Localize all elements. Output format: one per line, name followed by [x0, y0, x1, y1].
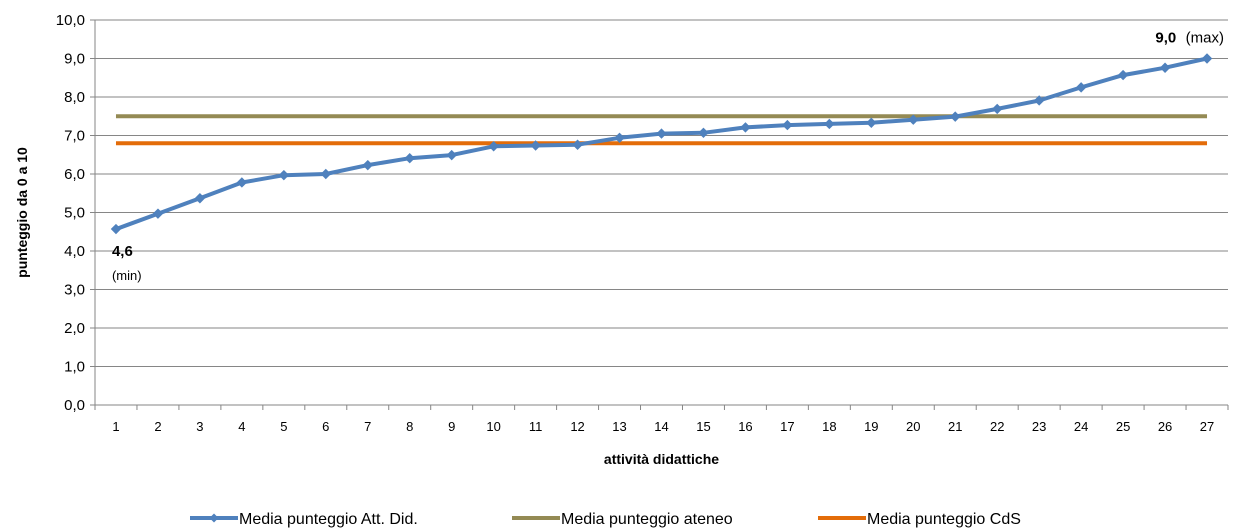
x-tick-label: 7 [364, 419, 371, 434]
x-axis-ticks: 1 2 3 4 5 6 7 8 9 10 11 12 13 14 15 16 17 18 19 20 21 22 23 24 2… [112, 419, 1214, 434]
y-tick-label: 1,0 [64, 359, 85, 376]
data-point [278, 169, 290, 181]
x-tick-label: 26 [1158, 419, 1172, 434]
data-point [740, 122, 751, 133]
x-tick-label: 24 [1074, 419, 1088, 434]
data-point [152, 208, 164, 219]
data-point [1033, 95, 1045, 106]
legend-label: Media punteggio ateneo [561, 511, 733, 528]
y-tick-label: 10,0 [56, 12, 85, 29]
x-tick-label: 18 [822, 419, 836, 434]
y-tick-label: 2,0 [64, 320, 85, 337]
y-axis-title: punteggio da 0 a 10 [14, 147, 30, 278]
data-point [656, 128, 667, 139]
data-point [362, 159, 373, 171]
data-point [236, 177, 248, 188]
data-point [1117, 69, 1129, 81]
y-tick-label: 6,0 [64, 166, 85, 183]
x-tick-label: 3 [196, 419, 203, 434]
data-point [950, 111, 961, 122]
min-value-label: 4,6 [112, 243, 133, 260]
data-point [908, 114, 919, 125]
legend: Media punteggio Att. Did. Media punteggio… [190, 511, 1021, 528]
x-tick-label: 10 [486, 419, 500, 434]
x-tick-label: 20 [906, 419, 920, 434]
data-point [614, 132, 625, 144]
data-point [110, 223, 122, 235]
x-tick-label: 15 [696, 419, 710, 434]
grid-lines [95, 19, 1228, 367]
data-point [194, 193, 206, 204]
x-axis-title: attività didattiche [604, 451, 719, 467]
data-point [1159, 62, 1171, 73]
x-tick-label: 13 [612, 419, 626, 434]
max-label: 9,0 (max) [1155, 30, 1224, 47]
y-tick-label: 3,0 [64, 282, 85, 299]
y-tick-label: 0,0 [64, 397, 85, 414]
x-tick-label: 9 [448, 419, 455, 434]
x-tick-label: 16 [738, 419, 752, 434]
annotations: 4,6 (min) 9,0 (max) [112, 30, 1224, 284]
y-tick-label: 4,0 [64, 243, 85, 260]
data-point [530, 140, 541, 151]
legend-label: Media punteggio CdS [867, 511, 1021, 528]
x-tick-label: 1 [112, 419, 119, 434]
data-point [866, 117, 877, 129]
legend-marker [209, 513, 219, 523]
x-tick-label: 21 [948, 419, 962, 434]
axes [90, 19, 1229, 410]
max-value-label: 9,0 [1155, 30, 1176, 47]
x-tick-label: 22 [990, 419, 1004, 434]
data-point [1075, 82, 1087, 93]
data-point [698, 127, 709, 139]
data-point [488, 141, 499, 152]
x-tick-label: 17 [780, 419, 794, 434]
x-tick-label: 23 [1032, 419, 1046, 434]
data-point [320, 168, 332, 180]
series [110, 53, 1213, 235]
max-note-label: (max) [1186, 30, 1224, 47]
data-point [824, 118, 835, 130]
x-tick-label: 27 [1200, 419, 1214, 434]
x-tick-label: 19 [864, 419, 878, 434]
data-point [991, 103, 1003, 115]
legend-label: Media punteggio Att. Did. [239, 511, 418, 528]
x-tick-label: 5 [280, 419, 287, 434]
data-point [782, 119, 793, 131]
x-tick-label: 12 [570, 419, 584, 434]
y-tick-label: 5,0 [64, 205, 85, 222]
y-axis-ticks: 0,0 1,0 2,0 3,0 4,0 5,0 6,0 7,0 8,0 9,0 10,0 [56, 12, 85, 414]
x-tick-label: 11 [529, 419, 543, 434]
x-tick-label: 4 [238, 419, 245, 434]
x-tick-label: 14 [654, 419, 668, 434]
data-point [446, 149, 457, 161]
x-tick-label: 8 [406, 419, 413, 434]
y-tick-label: 9,0 [64, 51, 85, 68]
min-note-label: (min) [112, 268, 142, 283]
y-tick-label: 8,0 [64, 89, 85, 106]
x-tick-label: 6 [322, 419, 329, 434]
data-point [404, 153, 415, 164]
x-tick-label: 2 [154, 419, 161, 434]
y-tick-label: 7,0 [64, 128, 85, 145]
x-tick-label: 25 [1116, 419, 1130, 434]
data-point [1201, 53, 1213, 64]
data-point [572, 139, 583, 150]
